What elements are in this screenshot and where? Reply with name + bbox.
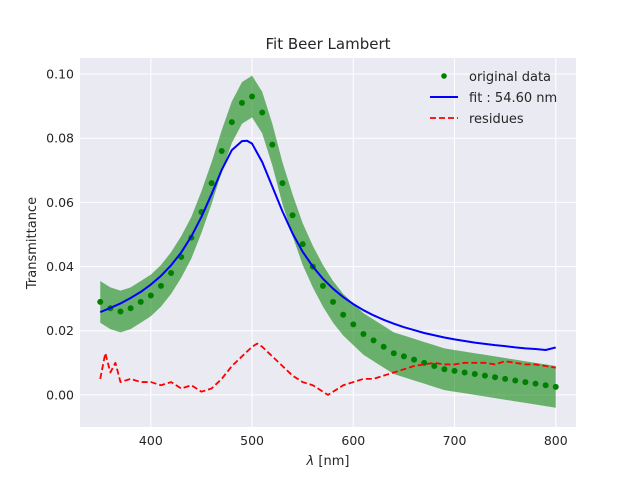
- y-tick-label: 0.08: [46, 131, 74, 146]
- original-data-point: [168, 269, 175, 276]
- original-data-point: [481, 372, 488, 379]
- x-axis-label: λ [nm]: [306, 454, 350, 469]
- original-data-point: [299, 241, 306, 248]
- original-data-point: [471, 371, 478, 378]
- original-data-point: [502, 375, 509, 382]
- x-tick-label: 800: [544, 433, 568, 448]
- x-tick-label: 400: [139, 433, 163, 448]
- fit-line: [99, 139, 557, 351]
- y-tick-label: 0.00: [46, 387, 74, 402]
- original-data-point: [380, 343, 387, 350]
- original-data-point: [441, 366, 448, 373]
- x-tick-label: 700: [443, 433, 467, 448]
- legend-label-residues: residues: [469, 112, 524, 127]
- original-data-error-band: [100, 75, 556, 408]
- data-marks: [97, 75, 559, 408]
- original-data-point: [532, 380, 539, 387]
- original-data-point: [289, 212, 296, 219]
- original-data-point: [249, 93, 256, 100]
- original-data-point: [147, 292, 154, 299]
- original-data-point: [218, 148, 225, 155]
- x-tick-label: 500: [240, 433, 264, 448]
- original-data-point: [360, 330, 367, 337]
- original-data-point: [512, 377, 519, 384]
- original-data-point: [451, 367, 458, 374]
- legend-marker-original-data: [441, 73, 447, 79]
- tick-labels: 400 500 600 700 800 0.00 0.02 0.04 0.06 0.08 0.10: [46, 67, 568, 448]
- y-tick-label: 0.04: [46, 259, 74, 274]
- original-data-point: [208, 180, 215, 187]
- x-axis-label-unit: [nm]: [318, 454, 349, 469]
- original-data-point: [411, 356, 418, 363]
- original-data-point: [542, 382, 549, 389]
- legend: original data fit : 54.60 nm residues: [430, 70, 557, 127]
- original-data-point: [117, 308, 124, 315]
- original-data-point: [390, 350, 397, 357]
- legend-label-fit: fit : 54.60 nm: [469, 91, 557, 106]
- original-data-point: [127, 305, 134, 312]
- original-data-point: [330, 298, 337, 305]
- original-data-point: [238, 99, 245, 106]
- original-data-point: [319, 282, 326, 289]
- original-data-point: [552, 383, 559, 390]
- original-data-point: [461, 369, 468, 376]
- original-data-point: [279, 180, 286, 187]
- original-data-point: [522, 379, 529, 386]
- original-data-point: [137, 298, 144, 305]
- original-data-point: [269, 141, 276, 148]
- original-data-point: [350, 321, 357, 328]
- y-axis-label: Transmittance: [25, 197, 40, 290]
- original-data-point: [370, 337, 377, 344]
- chart-title: Fit Beer Lambert: [266, 35, 391, 53]
- x-axis-label-symbol: λ: [306, 454, 315, 469]
- original-data-point: [97, 298, 104, 305]
- y-tick-label: 0.06: [46, 195, 74, 210]
- original-data-point: [259, 109, 266, 116]
- original-data-point: [492, 374, 499, 381]
- x-tick-label: 600: [341, 433, 365, 448]
- legend-label-original-data: original data: [469, 70, 551, 85]
- original-data-point: [431, 363, 438, 370]
- residues-line: [99, 342, 556, 396]
- original-data-point: [400, 353, 407, 360]
- original-data-point: [228, 119, 235, 126]
- original-data-point: [157, 282, 164, 289]
- y-tick-label: 0.10: [46, 67, 74, 82]
- y-tick-label: 0.02: [46, 323, 74, 338]
- original-data-point: [340, 311, 347, 318]
